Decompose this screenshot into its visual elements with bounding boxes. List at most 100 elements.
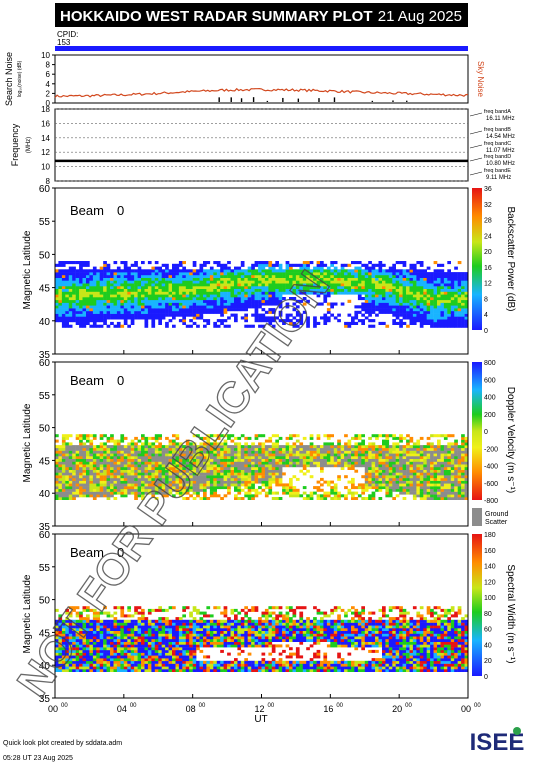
radar-cell: [99, 456, 104, 459]
radar-cell: [203, 280, 207, 284]
radar-cell: [368, 456, 372, 459]
radar-cell: [144, 294, 149, 298]
radar-cell: [464, 445, 469, 449]
radar-cell: [86, 439, 90, 443]
radar-cell: [58, 288, 63, 292]
radar-cell: [192, 272, 197, 276]
radar-cell: [337, 453, 341, 457]
radar-cell: [340, 453, 345, 457]
radar-cell: [151, 272, 156, 276]
radar-cell: [357, 434, 362, 438]
radar-cell: [158, 299, 162, 303]
radar-cell: [326, 480, 331, 484]
radar-cell: [402, 461, 407, 465]
radar-cell: [79, 283, 83, 287]
radar-cell: [437, 297, 441, 301]
radar-cell: [234, 494, 238, 498]
radar-cell: [223, 456, 228, 459]
radar-cell: [61, 434, 66, 438]
radar-cell: [110, 486, 114, 490]
radar-cell: [82, 486, 87, 490]
radar-cell: [344, 464, 348, 468]
radar-cell: [416, 486, 421, 490]
radar-cell: [285, 272, 290, 276]
radar-cell: [237, 308, 242, 312]
radar-cell: [375, 483, 379, 487]
radar-cell: [268, 453, 273, 457]
radar-cell: [443, 319, 448, 323]
radar-cell: [199, 483, 204, 487]
radar-cell: [92, 608, 97, 612]
radar-cell: [382, 288, 386, 292]
radar-cell: [258, 480, 262, 484]
radar-cell: [147, 467, 152, 470]
radar-cell: [192, 321, 197, 325]
radar-cell: [96, 630, 100, 634]
radar-cell: [395, 467, 400, 470]
radar-cell: [320, 494, 324, 498]
radar-cell: [344, 321, 348, 325]
radar-cell: [261, 453, 266, 457]
radar-cell: [134, 263, 138, 267]
radar-cell: [72, 299, 76, 303]
radar-cell: [433, 274, 438, 278]
radar-cell: [382, 483, 386, 487]
radar-cell: [357, 442, 362, 446]
radar-cell: [79, 450, 83, 454]
radar-cell: [378, 299, 383, 303]
radar-cell: [72, 606, 76, 610]
radar-cell: [430, 310, 434, 314]
radar-cell: [55, 297, 59, 301]
radar-cell: [216, 456, 221, 459]
radar-cell: [454, 480, 458, 484]
radar-cell: [123, 277, 128, 281]
radar-cell: [106, 299, 111, 303]
radar-cell: [61, 456, 66, 459]
radar-cell: [426, 305, 431, 309]
radar-cell: [223, 494, 228, 498]
radar-cell: [130, 283, 135, 287]
radar-cell: [75, 310, 80, 314]
radar-cell: [92, 308, 97, 312]
radar-cell: [382, 308, 386, 312]
radar-cell: [299, 464, 304, 468]
radar-cell: [147, 269, 152, 273]
radar-cell: [440, 274, 445, 278]
radar-cell: [68, 477, 73, 481]
radar-cell: [75, 477, 80, 481]
radar-cell: [130, 467, 135, 470]
radar-cell: [89, 608, 94, 612]
radar-cell: [151, 480, 156, 484]
radar-cell: [168, 288, 173, 292]
radar-cell: [330, 464, 334, 468]
sky-noise-label: Sky Noise: [476, 61, 485, 98]
radar-cell: [433, 480, 438, 484]
radar-cell: [92, 285, 97, 289]
radar-cell: [161, 472, 166, 476]
radar-cell: [306, 274, 310, 278]
radar-cell: [86, 310, 90, 314]
radar-cell: [151, 274, 156, 278]
radar-cell: [419, 299, 424, 303]
radar-cell: [323, 316, 328, 320]
radar-cell: [440, 475, 445, 479]
radar-cell: [402, 291, 407, 295]
radar-cell: [375, 285, 379, 289]
radar-cell: [261, 294, 266, 298]
radar-cell: [116, 277, 121, 281]
radar-cell: [450, 297, 455, 301]
radar-cell: [213, 456, 217, 459]
radar-cell: [302, 280, 307, 284]
radar-cell: [454, 272, 458, 276]
radar-cell: [375, 283, 379, 287]
radar-cell: [68, 447, 73, 451]
radar-cell: [440, 288, 445, 292]
radar-cell: [320, 266, 324, 270]
radar-cell: [388, 283, 393, 287]
radar-cell: [61, 469, 66, 473]
radar-cell: [461, 434, 465, 438]
radar-cell: [268, 475, 273, 479]
radar-cell: [416, 458, 421, 462]
radar-cell: [127, 285, 131, 289]
radar-cell: [382, 445, 386, 449]
